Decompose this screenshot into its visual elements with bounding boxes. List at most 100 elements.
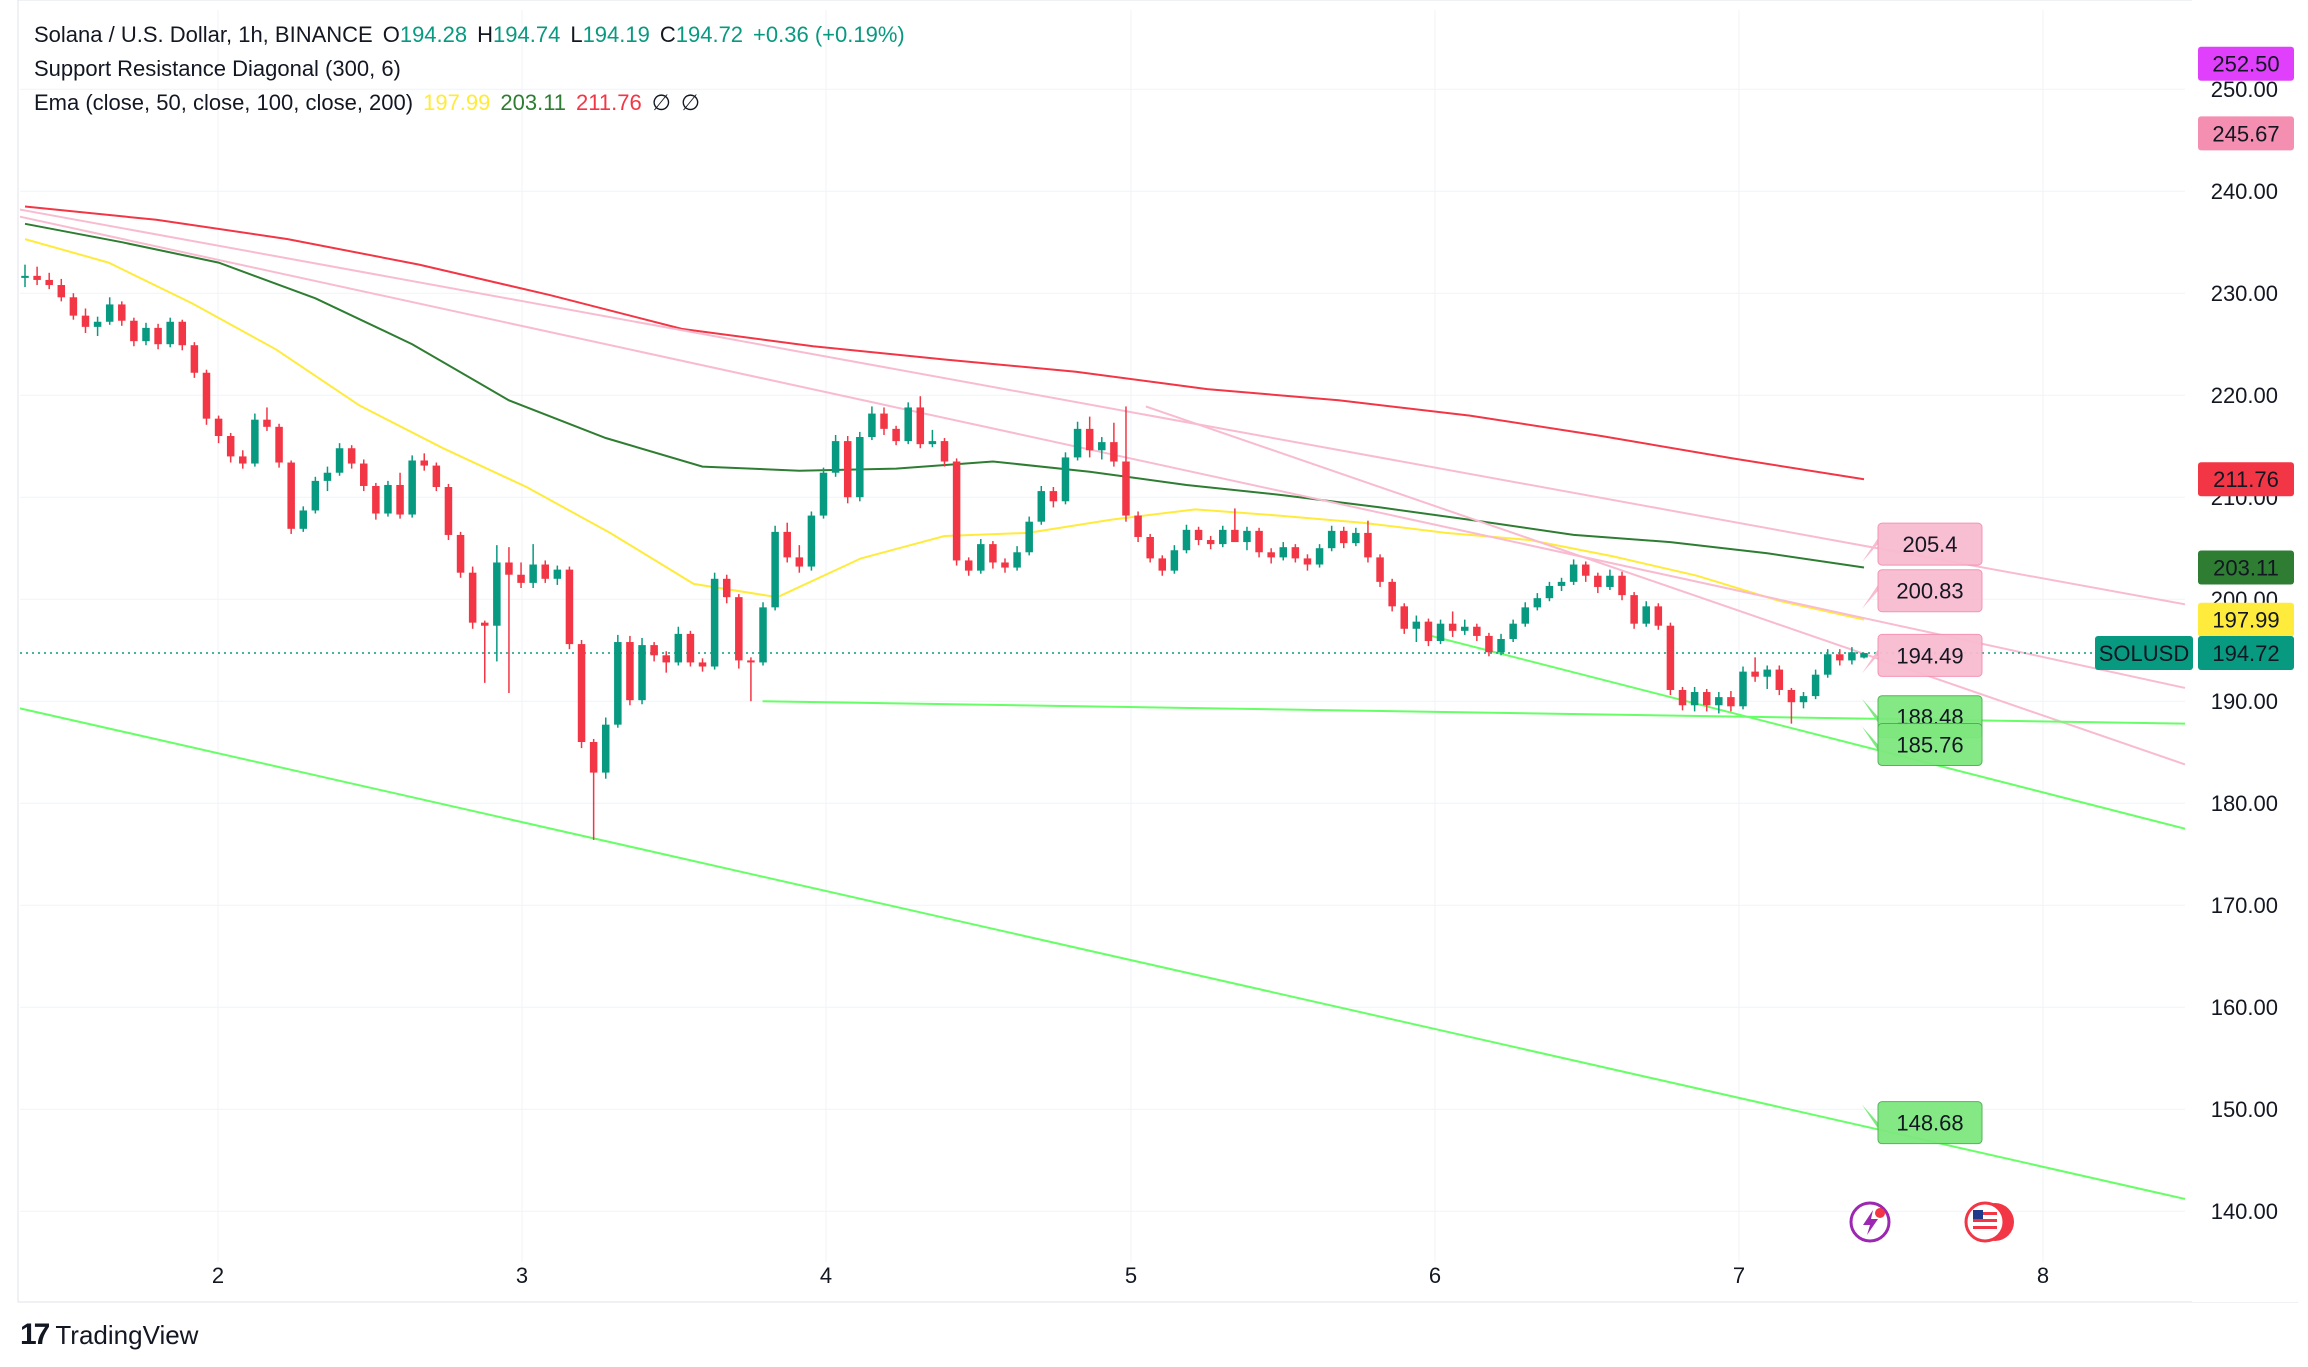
candle [1267,548,1275,564]
candle-body [565,569,574,645]
candle-body [989,544,997,563]
candle-body [1557,581,1566,586]
candle-body [1194,529,1203,541]
candle-body [1860,653,1868,658]
price-tag-text: 211.76 [2213,467,2279,492]
price-tick-label: 140.00 [2211,1199,2278,1224]
candle [1073,421,1082,461]
candle-body [1170,550,1179,571]
ema-indicator-title[interactable]: Ema (close, 50, close, 100, close, 200) [34,90,414,115]
candle [722,574,731,604]
us-economic-event-icon[interactable] [1964,1201,2014,1243]
candle [807,511,816,571]
candle-body [1231,529,1239,543]
candle [553,565,562,585]
candle-body [1763,669,1771,677]
candle [323,466,332,492]
time-axis[interactable]: 2 3 4 5 6 7 8 [212,1263,2049,1288]
candle [880,407,888,435]
candle [275,423,283,468]
candle-body [541,564,549,579]
candle [698,658,707,672]
candle [287,460,295,534]
candle [166,317,174,348]
high-label: H [477,22,494,47]
candle-body [1787,689,1796,703]
candle [771,525,779,611]
sr-indicator-title[interactable]: Support Resistance Diagonal (300, 6) [34,56,401,81]
candle-body [1606,575,1614,587]
open-value: 194.28 [399,22,468,47]
null-value-2: ∅ [680,90,701,115]
price-tag-text: 203.11 [2213,555,2279,580]
candle-body [1255,530,1263,553]
candle-body [759,607,767,663]
candle [384,480,392,517]
candle [1327,525,1336,552]
candle [1364,520,1372,563]
candle [263,407,271,431]
candle [1376,554,1384,587]
candle-body [166,321,174,345]
candle-body [553,569,562,579]
symbol-tag-box [2095,636,2193,671]
candle [1025,516,1033,556]
ema200-line [24,205,1865,481]
indicator-row-sr: Support Resistance Diagonal (300, 6) [34,52,905,86]
candle-body [154,327,162,345]
candle-body [1715,697,1723,706]
candle-body [589,742,598,773]
price-tag-text: 245.67 [2212,121,2279,146]
candle [239,450,247,469]
candle-body [529,564,537,583]
candle [69,293,78,320]
low-value: 194.19 [582,22,650,47]
badge-text: 148.68 [1896,1111,1963,1136]
close-label: C [659,22,676,47]
candle-body [626,642,634,701]
price-axis[interactable]: 140.00150.00160.00170.00180.00190.00200.… [2095,0,2308,1302]
candle [626,635,634,706]
candle [360,459,368,492]
low-label: L [570,22,583,47]
candle-body [432,465,441,487]
candle-body [1848,652,1856,661]
candle [1763,665,1771,689]
candle-body [105,304,114,322]
candle [372,482,380,520]
candle-body [1206,540,1215,545]
candle [1485,632,1493,657]
candle-body [118,304,126,321]
candle [105,297,114,325]
candle-body [1823,654,1832,675]
candle-body [1098,442,1106,451]
candle-body [662,655,670,663]
candle-body [214,418,223,436]
candle-body [408,460,416,515]
candle-body [251,419,259,464]
open-label: O [382,22,400,47]
event-icons [1849,1201,2014,1243]
candle-body [916,407,925,445]
price-tick-label: 160.00 [2211,995,2278,1020]
candle [57,278,66,302]
ema50-line [24,238,1865,621]
candle [1243,526,1251,551]
tradingview-logo[interactable]: 17 TradingView [20,1318,198,1352]
candle [614,634,622,728]
candle-body [686,633,695,663]
price-axis-tag: 194.72 [2198,636,2294,671]
candle-body [505,562,513,575]
candle [299,506,308,532]
candle-body [638,645,646,701]
candle [892,425,900,446]
flash-event-icon[interactable] [1849,1201,1891,1243]
symbol-tag: SOLUSD [2095,636,2193,671]
candle [1594,572,1602,594]
symbol-title[interactable]: Solana / U.S. Dollar, 1h, BINANCE [34,22,373,47]
candle-body [1836,654,1844,661]
candle-body [263,419,271,427]
price-tick-label: 230.00 [2211,281,2278,306]
candle-body [892,428,900,442]
